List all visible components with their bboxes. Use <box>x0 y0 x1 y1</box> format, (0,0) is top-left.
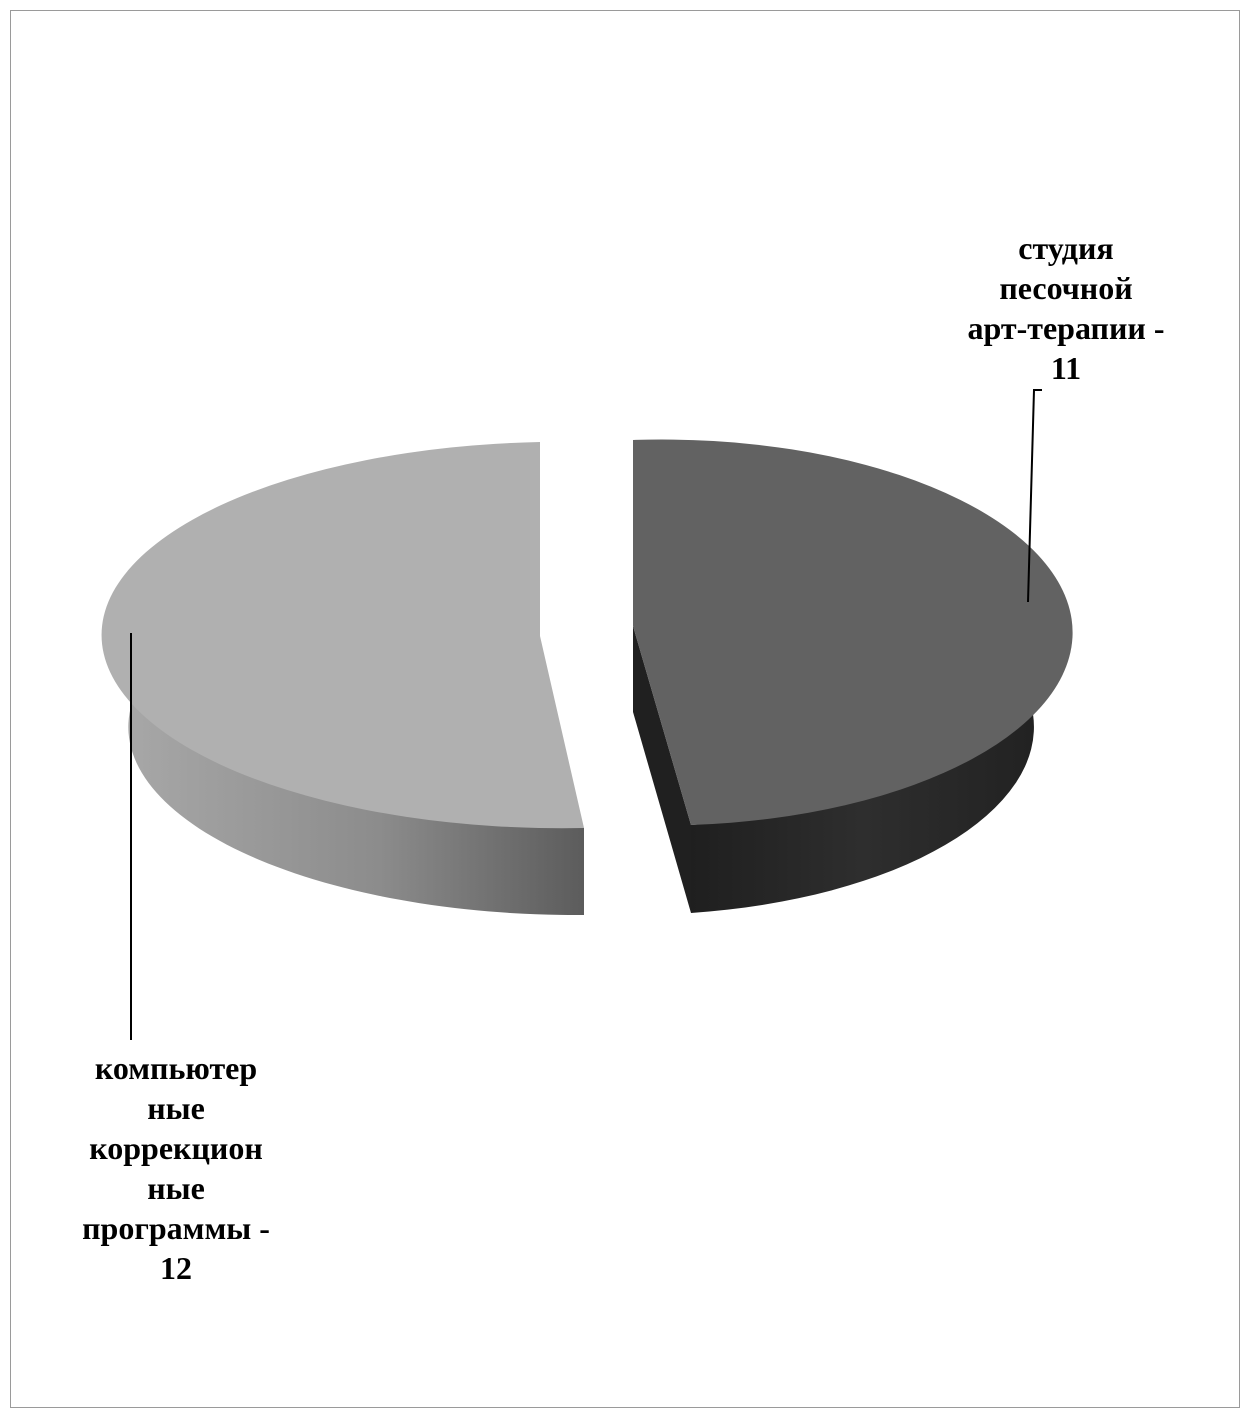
pie-slice-komputernye-side <box>128 615 585 916</box>
label-line: ные <box>147 1090 205 1126</box>
data-label-komputernye: компьютер ные коррекцион ные программы -… <box>56 1048 296 1288</box>
label-line: арт-терапии - <box>967 310 1165 346</box>
label-line: коррекцион <box>89 1130 263 1166</box>
label-value: 11 <box>1050 350 1082 386</box>
label-line: программы - <box>82 1210 270 1246</box>
pie-slice-studiya <box>633 439 1073 913</box>
pie-slice-studiya-top <box>633 439 1073 825</box>
leader-line-studiya <box>1027 389 1042 603</box>
label-value: 12 <box>160 1250 192 1286</box>
label-line: студия <box>1018 230 1114 266</box>
pie-slice-studiya-side <box>691 626 1034 913</box>
pie-slice-studiya-inner-side <box>633 626 691 913</box>
pie-slice-komputernye <box>101 442 585 916</box>
label-line: компьютер <box>94 1050 258 1086</box>
pie-slice-komputernye-top <box>101 442 584 829</box>
label-line: песочной <box>999 270 1133 306</box>
data-label-studiya: студия песочной арт-терапии - 11 <box>946 228 1186 388</box>
label-line: ные <box>147 1170 205 1206</box>
